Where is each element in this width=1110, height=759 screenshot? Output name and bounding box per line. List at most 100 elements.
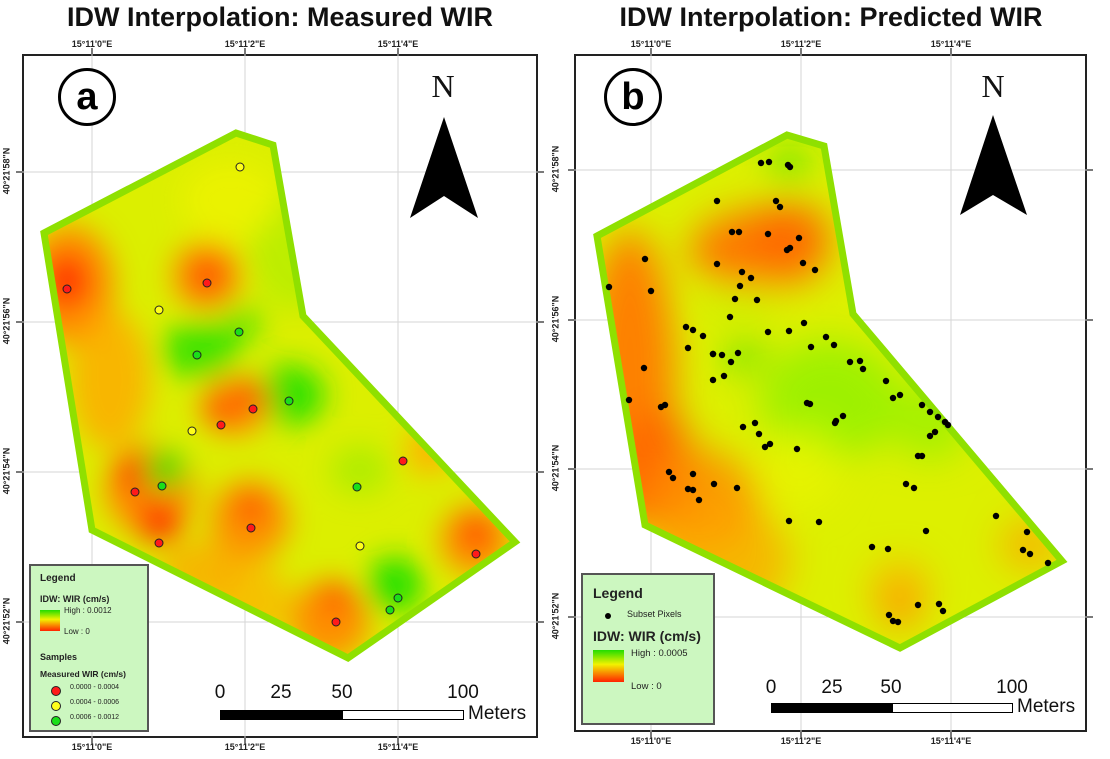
subset-pixel-46	[625, 396, 633, 404]
subset-pixel-70	[766, 440, 774, 448]
panel-b-lon-tick-bottom-1: 15°11'2"E	[780, 736, 822, 746]
panel-b-badge: b	[604, 68, 662, 126]
scale-bar-black-segment	[771, 703, 892, 713]
scale-bar-white-segment	[342, 710, 464, 720]
subset-pixel-15	[799, 259, 807, 267]
subset-pixel-68	[755, 430, 763, 438]
subset-pixel-71	[793, 445, 801, 453]
subset-pixel-92	[914, 601, 922, 609]
subset-pixel-39	[709, 350, 717, 358]
idw-blob-9	[239, 381, 267, 409]
subset-pixel-90	[1026, 550, 1034, 558]
sample-point-0	[235, 162, 245, 172]
subset-pixel-22	[731, 295, 739, 303]
legend-high-label: High : 0.0012	[64, 606, 112, 615]
idw-blob-22	[367, 557, 423, 613]
idw-blob-16	[236, 493, 266, 523]
subset-pixel-87	[884, 545, 892, 553]
subset-pixel-86	[868, 543, 876, 551]
subset-pixel-67	[751, 419, 759, 427]
idw-blob-23	[330, 445, 390, 495]
panel-a-title: IDW Interpolation: Measured WIR	[66, 2, 493, 32]
subset-pixel-88	[1023, 528, 1031, 536]
sample-point-2	[202, 278, 212, 288]
panel-a-lon-tick-top-2: 15°11'4"E	[377, 39, 419, 49]
idw-blob-6	[220, 304, 264, 340]
idw-blob-13	[138, 500, 182, 544]
scale-label-100: 100	[447, 682, 479, 703]
idw-blob-12	[725, 337, 765, 373]
subset-pixel-10	[795, 234, 803, 242]
subset-pixel-42	[734, 349, 742, 357]
subset-pixel-69	[761, 443, 769, 451]
panel-b-lon-tick-bottom-2: 15°11'4"E	[930, 736, 972, 746]
subset-pixel-50	[889, 394, 897, 402]
idw-blob-4	[191, 260, 223, 292]
sample-point-10	[398, 456, 408, 466]
panel-b-lon-tick-top-0: 15°11'0"E	[630, 39, 672, 49]
subset-pixel-72	[665, 468, 673, 476]
subset-pixel-79	[733, 484, 741, 492]
subset-pixel-89	[1019, 546, 1027, 554]
panel-b-lon-tick-bottom-0: 15°11'0"E	[630, 736, 672, 746]
study-area-boundary	[593, 131, 1068, 652]
subset-pixel-49	[882, 377, 890, 385]
panel-b-lon-tick-top-1: 15°11'2"E	[780, 39, 822, 49]
subset-pixel-5	[772, 197, 780, 205]
subset-pixel-74	[689, 470, 697, 478]
subset-pixel-41	[727, 358, 735, 366]
legend-gradient-swatch	[593, 650, 624, 682]
subset-pixel-77	[689, 486, 697, 494]
idw-blob-4	[750, 200, 830, 260]
subset-pixel-80	[902, 480, 910, 488]
subset-pixel-53	[926, 408, 934, 416]
subset-pixel-84	[992, 512, 1000, 520]
legend-class-1-label: 0.0004 - 0.0006	[70, 699, 120, 706]
scale-label-50: 50	[331, 682, 353, 703]
idw-blob-18	[322, 584, 350, 612]
a-layers	[22, 54, 538, 738]
subset-pixel-24	[726, 313, 734, 321]
subset-pixel-58	[931, 428, 939, 436]
idw-blob-14	[700, 285, 780, 315]
idw-blob-14	[145, 450, 185, 490]
sample-point-5	[192, 350, 202, 360]
idw-blob-12	[117, 455, 153, 491]
sample-point-20	[331, 617, 341, 627]
panel-b-title: IDW Interpolation: Predicted WIR	[619, 2, 1043, 32]
sample-point-1	[62, 284, 72, 294]
subset-pixel-13	[641, 255, 649, 263]
legend-low-label: Low : 0	[631, 681, 662, 692]
subset-pixel-35	[830, 341, 838, 349]
panel-a-lon-tick-bottom-1: 15°11'2"E	[224, 742, 266, 752]
subset-pixel-6	[776, 203, 784, 211]
sample-point-4	[234, 327, 244, 337]
sample-point-15	[154, 538, 164, 548]
subset-pixel-38	[859, 365, 867, 373]
subset-pixel-33	[807, 343, 815, 351]
subset-pixel-21	[736, 282, 744, 290]
idw-raster	[597, 135, 1062, 648]
subset-pixel-1	[765, 158, 773, 166]
scale-unit-label: Meters	[468, 703, 527, 724]
subset-pixel-76	[684, 485, 692, 493]
subset-pixel-17	[605, 283, 613, 291]
sample-point-9	[187, 426, 197, 436]
panel-a-lon-tick-bottom-2: 15°11'4"E	[377, 742, 419, 752]
panel-a-badge: a	[58, 68, 116, 126]
subset-pixel-9	[764, 230, 772, 238]
sample-point-14	[246, 523, 256, 533]
panel-a-lon-tick-bottom-0: 15°11'0"E	[71, 742, 113, 752]
subset-pixel-73	[669, 474, 677, 482]
subset-pixel-83	[815, 518, 823, 526]
subset-pixel-82	[785, 517, 793, 525]
scale-bar-black-segment	[220, 710, 342, 720]
idw-blob-5	[160, 320, 240, 380]
subset-pixel-19	[738, 268, 746, 276]
idw-raster	[44, 133, 515, 658]
subset-pixel-45	[640, 364, 648, 372]
subset-pixel-95	[885, 611, 893, 619]
subset-pixel-91	[1044, 559, 1052, 567]
sample-point-12	[157, 481, 167, 491]
